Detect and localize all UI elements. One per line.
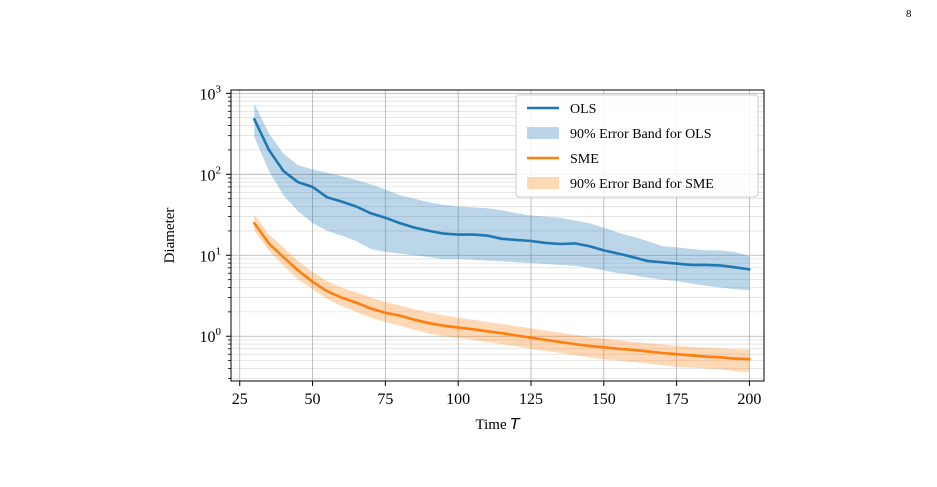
legend-label: OLS	[570, 102, 596, 117]
y-tick-label: 101	[200, 245, 222, 265]
x-tick-label: 100	[446, 391, 470, 408]
x-tick-label: 175	[665, 391, 689, 408]
error-band	[254, 103, 750, 291]
x-axis-label-variable: T	[510, 415, 521, 433]
x-tick-label: 25	[232, 391, 248, 408]
line-layer	[253, 117, 751, 361]
legend-label: 90% Error Band for SME	[570, 177, 714, 192]
legend-label: 90% Error Band for OLS	[570, 127, 712, 142]
x-tick-label: 150	[592, 391, 616, 408]
x-tick-label: 125	[519, 391, 543, 408]
x-axis-label: Time T	[475, 415, 521, 433]
cropped-footer-text	[0, 478, 420, 487]
y-tick-label: 100	[200, 326, 222, 346]
legend-band-swatch	[527, 127, 559, 139]
y-axis-label: Diameter	[162, 208, 178, 264]
legend: OLS 90% Error Band for OLS SME 90% Error Ba…	[515, 94, 759, 198]
series-line	[253, 117, 751, 271]
x-tick-label: 200	[737, 391, 761, 408]
x-tick-label: 50	[305, 391, 321, 408]
y-tick-label: 103	[200, 83, 222, 103]
y-tick-label: 102	[200, 164, 222, 184]
x-axis-label-text: Time	[475, 417, 506, 433]
plot-frame	[230, 89, 765, 382]
x-tick-label: 75	[377, 391, 393, 408]
page-number: 8	[906, 8, 912, 20]
series-line	[253, 221, 751, 361]
chart-svg: 100 101 102 103 25 50 75 100 125 150 175 200 OLS 90%…	[162, 83, 765, 433]
legend-band-swatch	[527, 177, 559, 189]
tick-layer: 100 101 102 103 25 50 75 100 125 150 175 200	[200, 83, 762, 408]
legend-label: SME	[570, 152, 599, 167]
legend-box	[515, 94, 759, 198]
